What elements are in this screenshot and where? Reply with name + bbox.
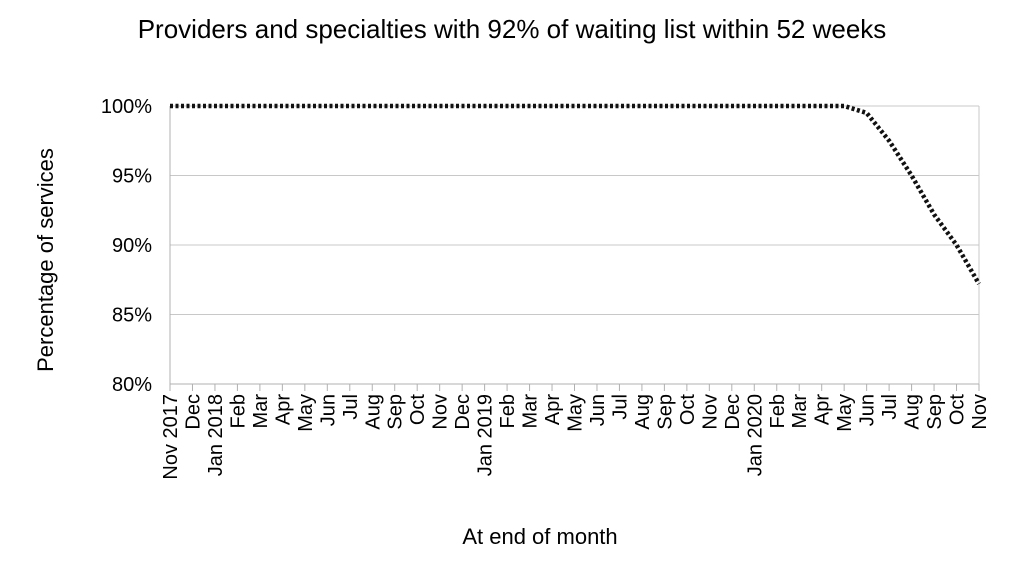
- y-tick-labels: 80% 85% 90% 95% 100%: [101, 96, 152, 396]
- x-tick-label: Jul: [340, 394, 362, 420]
- y-axis-title: Percentage of services: [33, 148, 58, 372]
- x-tick-label: Nov: [699, 394, 721, 430]
- y-tick-label: 85%: [112, 305, 152, 327]
- x-tick-label: Jun: [857, 394, 879, 426]
- x-axis-title: At end of month: [462, 524, 617, 549]
- y-tick-label: 80%: [112, 374, 152, 396]
- x-tick-label: Oct: [407, 394, 429, 426]
- x-tick-label: Jun: [317, 394, 339, 426]
- x-tick-label: Dec: [452, 394, 474, 430]
- series-line: [170, 103, 981, 286]
- x-tick-label: Feb: [227, 394, 249, 428]
- y-tick-label: 90%: [112, 235, 152, 257]
- x-tick-label: Mar: [520, 394, 542, 429]
- x-tick-label: Nov 2017: [160, 394, 182, 480]
- chart-title: Providers and specialties with 92% of wa…: [137, 14, 887, 44]
- x-tick-label: Mar: [250, 394, 272, 429]
- x-tick-label: Sep: [924, 394, 946, 430]
- x-tick-label: Apr: [812, 394, 834, 425]
- gridlines: [170, 105, 980, 385]
- axes: [169, 106, 980, 391]
- x-tick-label: Dec: [722, 394, 744, 430]
- x-tick-label: Jul: [879, 394, 901, 420]
- x-tick-label: Feb: [767, 394, 789, 428]
- x-tick-label: Nov: [430, 394, 452, 430]
- x-tick-label: Apr: [272, 394, 294, 425]
- y-tick-label: 95%: [112, 166, 152, 188]
- x-tick-label: May: [295, 394, 317, 432]
- x-tick-label: Jan 2019: [475, 394, 497, 476]
- x-tick-label: Oct: [947, 394, 969, 426]
- y-tick-label: 100%: [101, 96, 152, 118]
- x-tick-label: Nov: [969, 394, 991, 430]
- x-tick-label: Sep: [385, 394, 407, 430]
- x-tick-labels: Nov 2017 Dec Jan 2018 Feb Mar Apr May Jun Jul Aug…: [160, 394, 991, 480]
- x-tick-label: May: [565, 394, 587, 432]
- x-tick-label: Aug: [362, 394, 384, 430]
- x-tick-label: Mar: [789, 394, 811, 429]
- x-tick-label: Apr: [542, 394, 564, 425]
- x-tick-label: Sep: [654, 394, 676, 430]
- x-tick-label: Aug: [632, 394, 654, 430]
- series-layer: [170, 103, 981, 286]
- x-tick-label: Jul: [609, 394, 631, 420]
- x-tick-label: Jan 2018: [205, 394, 227, 476]
- x-tick-label: Jun: [587, 394, 609, 426]
- x-tick-label: Feb: [497, 394, 519, 428]
- x-tick-label: Oct: [677, 394, 699, 426]
- x-tick-label: May: [834, 394, 856, 432]
- x-tick-label: Aug: [902, 394, 924, 430]
- x-tick-label: Jan 2020: [744, 394, 766, 476]
- x-tick-label: Dec: [182, 394, 204, 430]
